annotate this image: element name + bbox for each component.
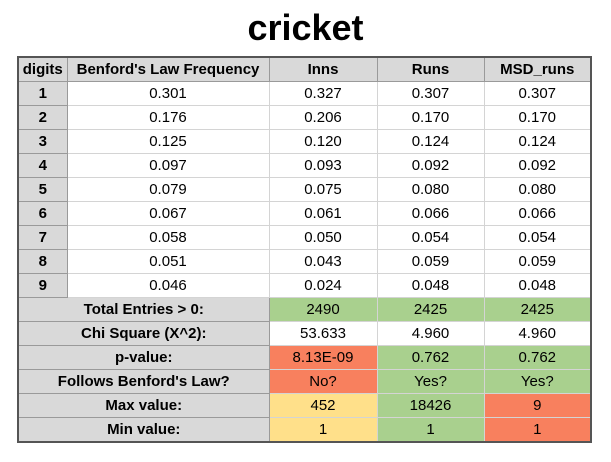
runs-cell: 0.066 — [376, 201, 485, 226]
inns-cell: 0.024 — [268, 273, 378, 298]
msd-cell: 0.059 — [483, 249, 592, 274]
runs-cell: 0.048 — [376, 273, 485, 298]
stat-cell-runs: 2425 — [376, 297, 485, 322]
digit-cell: 4 — [17, 153, 68, 178]
digit-cell: 9 — [17, 273, 68, 298]
stat-cell-runs: 0.762 — [376, 345, 485, 370]
stat-cell-runs: Yes? — [376, 369, 485, 394]
inns-cell: 0.075 — [268, 177, 378, 202]
inns-cell: 0.327 — [268, 81, 378, 106]
msd-cell: 0.066 — [483, 201, 592, 226]
inns-cell: 0.061 — [268, 201, 378, 226]
stat-cell-inns: 53.633 — [268, 321, 378, 346]
table-row: 8 0.051 0.043 0.059 0.059 — [17, 249, 592, 274]
stat-cell-msd: 4.960 — [483, 321, 592, 346]
msd-cell: 0.092 — [483, 153, 592, 178]
stat-cell-inns: 452 — [268, 393, 378, 418]
stat-row-follows-benford: Follows Benford's Law? No? Yes? Yes? — [17, 369, 592, 394]
table-row: 9 0.046 0.024 0.048 0.048 — [17, 273, 592, 298]
stat-cell-inns: No? — [268, 369, 378, 394]
benford-table: digits Benford's Law Frequency Inns Runs… — [17, 56, 592, 443]
table-row: 1 0.301 0.327 0.307 0.307 — [17, 81, 592, 106]
stat-row-chi-square: Chi Square (X^2): 53.633 4.960 4.960 — [17, 321, 592, 346]
inns-cell: 0.050 — [268, 225, 378, 250]
benford-cell: 0.051 — [66, 249, 270, 274]
benford-cell: 0.176 — [66, 105, 270, 130]
digit-cell: 8 — [17, 249, 68, 274]
stat-label: Max value: — [17, 393, 270, 418]
runs-cell: 0.307 — [376, 81, 485, 106]
stat-label: Chi Square (X^2): — [17, 321, 270, 346]
table-row: 7 0.058 0.050 0.054 0.054 — [17, 225, 592, 250]
runs-cell: 0.054 — [376, 225, 485, 250]
digit-cell: 3 — [17, 129, 68, 154]
stat-cell-msd: 0.762 — [483, 345, 592, 370]
header-runs: Runs — [376, 56, 485, 82]
table-row: 5 0.079 0.075 0.080 0.080 — [17, 177, 592, 202]
stat-row-total-entries: Total Entries > 0: 2490 2425 2425 — [17, 297, 592, 322]
header-benford: Benford's Law Frequency — [66, 56, 270, 82]
stat-cell-runs: 18426 — [376, 393, 485, 418]
msd-cell: 0.054 — [483, 225, 592, 250]
msd-cell: 0.048 — [483, 273, 592, 298]
msd-cell: 0.307 — [483, 81, 592, 106]
stat-cell-msd: 9 — [483, 393, 592, 418]
table-row: 6 0.067 0.061 0.066 0.066 — [17, 201, 592, 226]
benford-cell: 0.067 — [66, 201, 270, 226]
table-row: 3 0.125 0.120 0.124 0.124 — [17, 129, 592, 154]
stat-cell-msd: 2425 — [483, 297, 592, 322]
msd-cell: 0.124 — [483, 129, 592, 154]
runs-cell: 0.170 — [376, 105, 485, 130]
runs-cell: 0.092 — [376, 153, 485, 178]
stat-cell-inns: 8.13E-09 — [268, 345, 378, 370]
stat-label: Min value: — [17, 417, 270, 443]
digit-cell: 2 — [17, 105, 68, 130]
runs-cell: 0.059 — [376, 249, 485, 274]
benford-cell: 0.097 — [66, 153, 270, 178]
header-msd-runs: MSD_runs — [483, 56, 592, 82]
benford-cell: 0.046 — [66, 273, 270, 298]
runs-cell: 0.124 — [376, 129, 485, 154]
stat-cell-inns: 1 — [268, 417, 378, 443]
digit-cell: 6 — [17, 201, 68, 226]
benford-cell: 0.079 — [66, 177, 270, 202]
header-inns: Inns — [268, 56, 378, 82]
page-title: cricket — [247, 7, 364, 48]
inns-cell: 0.120 — [268, 129, 378, 154]
stat-label: p-value: — [17, 345, 270, 370]
stat-row-max-value: Max value: 452 18426 9 — [17, 393, 592, 418]
stat-row-p-value: p-value: 8.13E-09 0.762 0.762 — [17, 345, 592, 370]
benford-cell: 0.058 — [66, 225, 270, 250]
msd-cell: 0.170 — [483, 105, 592, 130]
runs-cell: 0.080 — [376, 177, 485, 202]
table-row: 2 0.176 0.206 0.170 0.170 — [17, 105, 592, 130]
stat-cell-inns: 2490 — [268, 297, 378, 322]
inns-cell: 0.206 — [268, 105, 378, 130]
inns-cell: 0.093 — [268, 153, 378, 178]
stat-label: Follows Benford's Law? — [17, 369, 270, 394]
msd-cell: 0.080 — [483, 177, 592, 202]
header-row: digits Benford's Law Frequency Inns Runs… — [17, 56, 592, 82]
digit-cell: 7 — [17, 225, 68, 250]
digit-cell: 5 — [17, 177, 68, 202]
inns-cell: 0.043 — [268, 249, 378, 274]
stat-cell-runs: 1 — [376, 417, 485, 443]
header-digits: digits — [17, 56, 68, 82]
stat-cell-msd: 1 — [483, 417, 592, 443]
stat-row-min-value: Min value: 1 1 1 — [17, 417, 592, 443]
stat-cell-runs: 4.960 — [376, 321, 485, 346]
digit-cell: 1 — [17, 81, 68, 106]
benford-cell: 0.125 — [66, 129, 270, 154]
stat-cell-msd: Yes? — [483, 369, 592, 394]
table-row: 4 0.097 0.093 0.092 0.092 — [17, 153, 592, 178]
benford-cell: 0.301 — [66, 81, 270, 106]
stat-label: Total Entries > 0: — [17, 297, 270, 322]
